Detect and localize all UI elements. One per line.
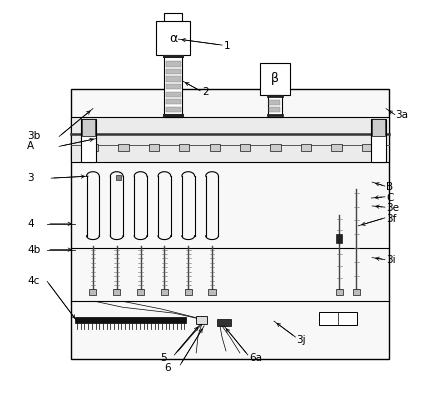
Bar xyxy=(82,120,95,136)
Text: 3f: 3f xyxy=(386,214,396,224)
Text: 6a: 6a xyxy=(249,353,262,363)
Bar xyxy=(371,118,386,162)
Circle shape xyxy=(139,295,142,298)
Bar xyxy=(81,118,96,162)
Bar xyxy=(149,144,159,151)
Text: 4c: 4c xyxy=(28,276,40,286)
Text: A: A xyxy=(28,141,35,151)
Text: B: B xyxy=(386,182,393,192)
Text: 5: 5 xyxy=(160,353,167,363)
Bar xyxy=(185,289,192,295)
Circle shape xyxy=(115,295,118,298)
Bar xyxy=(196,316,207,324)
Bar xyxy=(209,289,216,295)
Text: 3b: 3b xyxy=(28,132,40,142)
Bar xyxy=(362,144,372,151)
Bar xyxy=(166,61,181,66)
Text: 3: 3 xyxy=(28,173,34,183)
Text: C: C xyxy=(386,193,393,203)
Text: 4: 4 xyxy=(28,219,34,229)
Bar xyxy=(164,13,182,116)
Bar xyxy=(268,95,281,116)
Text: 6: 6 xyxy=(164,363,171,373)
Bar xyxy=(260,63,289,95)
Bar xyxy=(269,100,281,105)
Bar xyxy=(372,120,385,136)
Bar xyxy=(166,99,181,104)
Bar xyxy=(75,317,186,323)
Bar xyxy=(336,234,342,242)
Text: α: α xyxy=(169,32,178,45)
Bar xyxy=(217,319,231,326)
Bar xyxy=(331,144,342,151)
Bar xyxy=(269,107,281,112)
Text: 2: 2 xyxy=(202,86,209,96)
Bar xyxy=(270,144,281,151)
Bar xyxy=(166,92,181,97)
Bar xyxy=(156,21,190,55)
Bar xyxy=(137,289,144,295)
Bar xyxy=(179,144,190,151)
Text: 3i: 3i xyxy=(386,255,396,265)
Bar xyxy=(336,289,343,295)
Bar xyxy=(210,144,220,151)
Bar xyxy=(301,144,311,151)
Text: β: β xyxy=(271,72,279,85)
Circle shape xyxy=(210,295,214,298)
Text: 3a: 3a xyxy=(396,110,408,120)
Circle shape xyxy=(91,295,95,298)
Bar xyxy=(116,175,121,180)
Bar xyxy=(240,144,250,151)
Bar xyxy=(88,144,98,151)
Bar xyxy=(118,144,128,151)
Bar xyxy=(166,76,181,82)
Text: 4b: 4b xyxy=(28,245,40,255)
Text: 1: 1 xyxy=(224,41,230,51)
Bar xyxy=(113,289,120,295)
Bar xyxy=(71,89,389,359)
Bar xyxy=(89,289,96,295)
Bar xyxy=(166,84,181,89)
Bar xyxy=(319,312,357,325)
Circle shape xyxy=(163,295,166,298)
Bar xyxy=(166,107,181,112)
Bar xyxy=(166,69,181,74)
Text: 3j: 3j xyxy=(296,335,306,345)
Circle shape xyxy=(186,295,190,298)
Bar xyxy=(71,116,389,162)
Bar xyxy=(161,289,168,295)
Bar xyxy=(353,289,360,295)
Text: 3e: 3e xyxy=(386,203,399,213)
